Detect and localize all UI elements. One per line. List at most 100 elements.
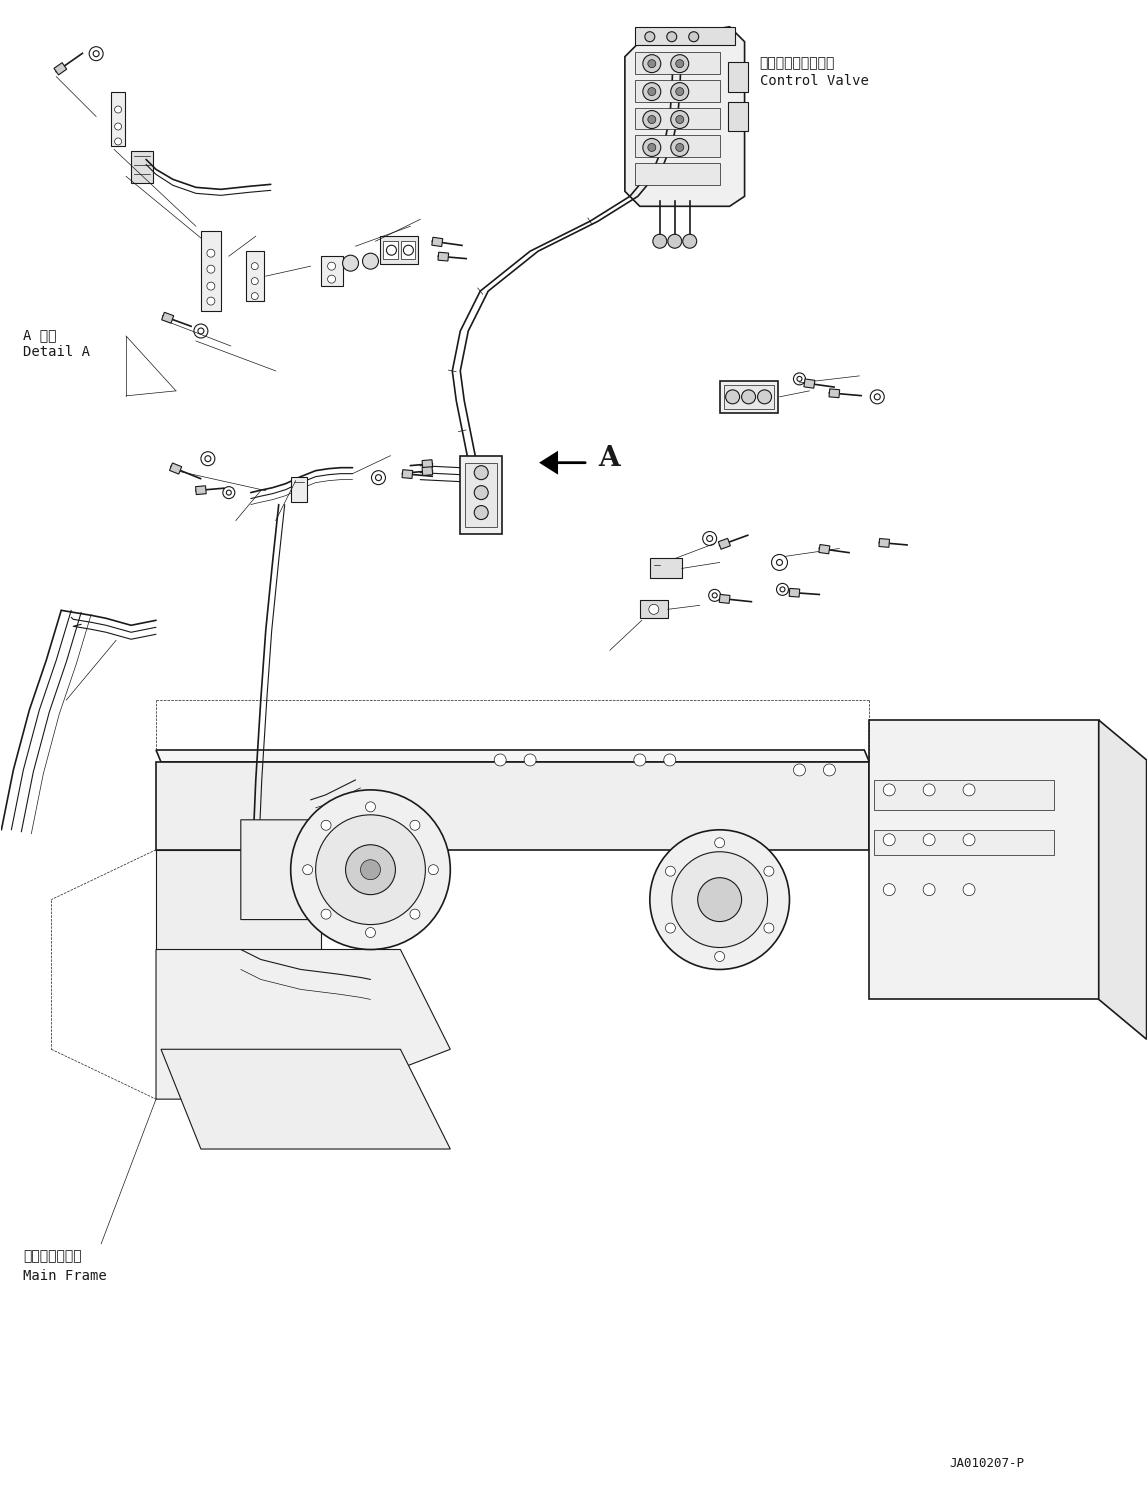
- Circle shape: [346, 844, 395, 895]
- Polygon shape: [540, 451, 558, 474]
- Circle shape: [410, 909, 420, 919]
- Circle shape: [634, 753, 646, 765]
- Circle shape: [525, 753, 536, 765]
- Bar: [875, 830, 1054, 855]
- Circle shape: [875, 394, 881, 400]
- Circle shape: [115, 106, 122, 113]
- Circle shape: [290, 789, 450, 949]
- Circle shape: [963, 834, 975, 846]
- Circle shape: [776, 583, 789, 595]
- Circle shape: [251, 292, 258, 300]
- Circle shape: [771, 555, 788, 570]
- Circle shape: [676, 60, 684, 67]
- Circle shape: [715, 952, 724, 961]
- Circle shape: [375, 474, 381, 480]
- Text: コントロールバルブ: コントロールバルブ: [760, 57, 835, 70]
- Bar: [635, 107, 720, 130]
- Circle shape: [647, 115, 656, 124]
- Circle shape: [647, 143, 656, 152]
- Circle shape: [647, 60, 656, 67]
- Circle shape: [365, 801, 375, 812]
- Circle shape: [342, 255, 358, 272]
- Bar: [635, 79, 720, 101]
- Circle shape: [666, 924, 675, 932]
- Circle shape: [683, 234, 697, 248]
- Circle shape: [793, 373, 806, 385]
- Circle shape: [197, 328, 204, 334]
- Bar: [639, 600, 668, 618]
- Text: JA010207-P: JA010207-P: [949, 1456, 1024, 1470]
- Circle shape: [207, 249, 215, 257]
- Circle shape: [742, 389, 755, 404]
- Polygon shape: [156, 850, 320, 949]
- Circle shape: [360, 859, 380, 880]
- Bar: [635, 27, 735, 45]
- Polygon shape: [422, 460, 433, 468]
- Bar: [402, 242, 416, 260]
- Circle shape: [883, 834, 895, 846]
- Polygon shape: [170, 463, 181, 474]
- Circle shape: [363, 254, 379, 269]
- Bar: [720, 380, 777, 413]
- Circle shape: [715, 839, 724, 847]
- Bar: [131, 152, 153, 184]
- Polygon shape: [156, 762, 869, 850]
- Text: Main Frame: Main Frame: [23, 1268, 107, 1283]
- Circle shape: [726, 389, 739, 404]
- Polygon shape: [869, 721, 1099, 1000]
- Circle shape: [90, 46, 103, 61]
- Circle shape: [251, 278, 258, 285]
- Circle shape: [207, 282, 215, 289]
- Circle shape: [758, 389, 771, 404]
- Circle shape: [883, 883, 895, 895]
- Circle shape: [668, 234, 682, 248]
- Circle shape: [403, 245, 413, 255]
- Bar: [383, 242, 398, 260]
- Circle shape: [93, 51, 99, 57]
- Circle shape: [207, 266, 215, 273]
- Circle shape: [666, 867, 675, 876]
- Circle shape: [779, 586, 785, 592]
- Bar: [650, 558, 682, 579]
- Circle shape: [494, 753, 506, 765]
- Circle shape: [667, 31, 677, 42]
- Circle shape: [251, 263, 258, 270]
- Circle shape: [643, 139, 661, 157]
- Bar: [728, 61, 747, 91]
- Text: A 詳細: A 詳細: [23, 328, 57, 342]
- Circle shape: [963, 783, 975, 795]
- Polygon shape: [402, 470, 412, 479]
- Text: A: A: [598, 445, 620, 471]
- Circle shape: [321, 909, 331, 919]
- Circle shape: [643, 82, 661, 100]
- Polygon shape: [804, 379, 815, 388]
- Bar: [635, 52, 720, 73]
- Bar: [380, 236, 418, 264]
- Circle shape: [883, 783, 895, 795]
- Bar: [723, 385, 774, 409]
- Circle shape: [870, 389, 884, 404]
- Circle shape: [316, 815, 426, 925]
- Bar: [320, 257, 342, 286]
- Circle shape: [327, 275, 335, 283]
- Circle shape: [410, 821, 420, 830]
- Bar: [246, 251, 264, 301]
- Polygon shape: [720, 594, 730, 603]
- Bar: [465, 463, 497, 527]
- Circle shape: [670, 110, 689, 128]
- Bar: [635, 136, 720, 158]
- Circle shape: [923, 883, 936, 895]
- Circle shape: [387, 245, 396, 255]
- Circle shape: [321, 821, 331, 830]
- Circle shape: [115, 137, 122, 145]
- Polygon shape: [161, 1049, 450, 1149]
- Circle shape: [303, 865, 312, 874]
- Circle shape: [664, 753, 676, 765]
- Circle shape: [963, 883, 975, 895]
- Circle shape: [474, 506, 488, 519]
- Circle shape: [650, 830, 790, 970]
- Circle shape: [643, 110, 661, 128]
- Circle shape: [776, 560, 783, 565]
- Circle shape: [649, 604, 659, 615]
- Polygon shape: [625, 27, 745, 206]
